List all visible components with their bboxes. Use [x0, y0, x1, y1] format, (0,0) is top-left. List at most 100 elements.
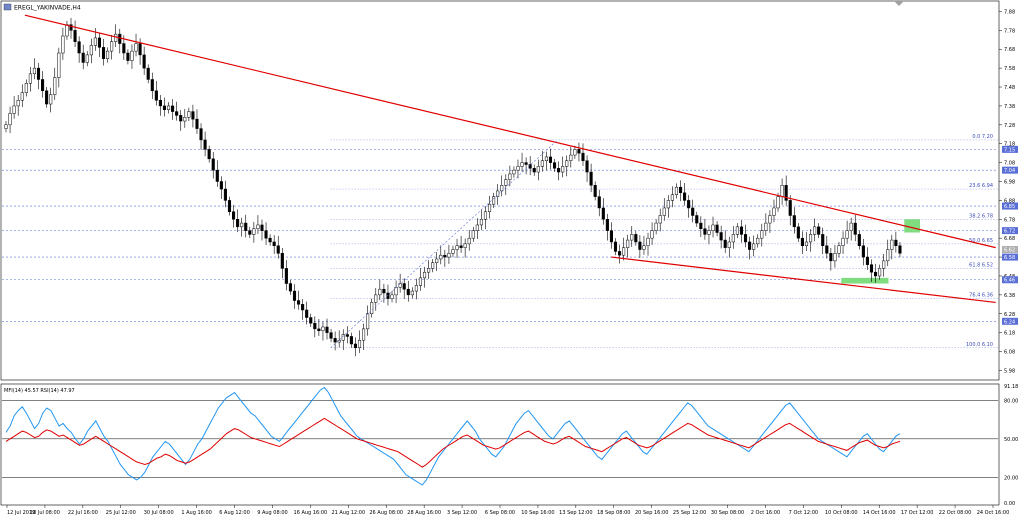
candle-bullish: [630, 234, 634, 241]
price-tag-layer: 7.15 7.04 6.85 6.72 6.626.58 6.46 6.24: [1002, 145, 1018, 325]
candle-bearish: [260, 224, 264, 231]
indicator-y-tick-label: 0.00: [1004, 501, 1015, 507]
y-tick-label: 7.28: [1004, 123, 1015, 129]
candle-bullish: [463, 243, 467, 248]
candle-bullish: [650, 230, 654, 239]
candle-bearish: [41, 79, 45, 92]
candle-bullish: [878, 268, 882, 277]
candle-bullish: [833, 253, 837, 262]
candle-bullish: [666, 200, 670, 209]
price-tag-bg: [1002, 253, 1018, 261]
candle-bullish: [841, 237, 845, 246]
x-tick-label: 16 Aug 16:00: [294, 510, 328, 516]
candle-bullish: [752, 243, 756, 250]
candle-bullish: [240, 222, 244, 228]
candle-bearish: [284, 268, 288, 284]
candle-bearish: [869, 264, 874, 273]
candle-bullish: [727, 241, 731, 248]
candle-bearish: [146, 67, 150, 80]
chart-shift-marker[interactable]: [894, 1, 904, 6]
candle-bullish: [711, 224, 715, 231]
indicator-levels: [2, 400, 998, 478]
fibonacci-level-label: 0.0 7.20: [972, 134, 993, 140]
candle-bullish: [435, 258, 439, 263]
candle-bearish: [829, 253, 833, 262]
rsi-line: [5, 417, 901, 468]
candle-bearish: [268, 237, 272, 243]
candle-bullish: [89, 45, 93, 56]
candle-bearish: [695, 215, 699, 224]
x-tick-label: 25 Jul 12:00: [106, 510, 136, 516]
candle-bearish: [800, 237, 804, 246]
candle-bullish: [394, 287, 398, 296]
x-tick-label: 30 Jul 08:00: [144, 510, 174, 516]
candle-bullish: [4, 124, 8, 129]
price-tag-label: 6.46: [1004, 278, 1015, 284]
candle-bullish: [370, 302, 374, 315]
candle-bearish: [874, 271, 878, 277]
price-tag-label: 6.58: [1004, 255, 1015, 261]
candle-bullish: [20, 92, 24, 101]
candle-bearish: [215, 169, 219, 182]
candle-bearish: [618, 251, 622, 256]
price-tag-label: 7.04: [1004, 168, 1015, 174]
candle-bullish: [565, 160, 569, 167]
candle-bearish: [317, 328, 321, 332]
candle-bullish: [849, 222, 853, 231]
candle-bullish: [337, 339, 341, 343]
y-tick-label: 6.98: [1004, 179, 1015, 185]
chart-symbol-label: EREGL_YAKINVADE,H4: [14, 5, 81, 12]
candle-bullish: [544, 156, 548, 161]
candle-bullish: [422, 271, 427, 279]
candle-bullish: [451, 249, 455, 254]
price-tag-bg: [1002, 202, 1018, 210]
candle-bearish: [821, 234, 825, 246]
indicator-axis: 91.18 80.00 50.00 20.00 0.00: [1004, 384, 1018, 507]
y-tick-label: 7.08: [1004, 161, 1015, 167]
candle-bearish: [101, 47, 106, 59]
candle-bearish: [36, 67, 41, 80]
candle-bullish: [431, 262, 435, 269]
y-tick-label: 6.28: [1004, 312, 1015, 318]
candle-bullish: [646, 237, 650, 246]
candle-bearish: [687, 200, 691, 209]
candle-bearish: [739, 226, 744, 235]
price-tag-label: 6.24: [1004, 319, 1015, 325]
candle-bullish: [252, 228, 256, 235]
candle-bullish: [662, 207, 666, 216]
candle-bullish: [414, 285, 418, 292]
price-tag-bg: [1002, 227, 1018, 235]
candle-bullish: [85, 54, 89, 63]
candle-bullish: [516, 166, 520, 171]
candle-bullish: [410, 290, 414, 296]
candle-bearish: [613, 241, 618, 252]
candle-bearish: [77, 41, 81, 54]
candle-bearish: [248, 230, 252, 235]
candle-bullish: [65, 24, 69, 37]
y-tick-label: 7.58: [1004, 66, 1015, 72]
candle-bearish: [553, 162, 557, 169]
candle-bullish: [674, 186, 679, 195]
candle-bearish: [171, 105, 175, 112]
mfi-line: [5, 386, 901, 486]
y-tick-label: 7.68: [1004, 47, 1015, 53]
candle-bullish: [654, 222, 658, 231]
candle-bearish: [699, 222, 703, 229]
candle-bullish: [106, 50, 110, 59]
candle-bearish: [325, 326, 329, 333]
candle-bearish: [593, 185, 597, 197]
chart-window-icon: [3, 3, 12, 11]
indicator-y-tick-label: 20.00: [1004, 475, 1018, 481]
candle-bearish: [589, 171, 593, 186]
x-tick-label: 22 Jul 16:00: [68, 510, 98, 516]
candle-bearish: [796, 226, 800, 239]
candle-bullish: [479, 219, 483, 226]
candle-bullish: [28, 73, 32, 84]
candle-bullish: [357, 339, 362, 349]
candle-bullish: [504, 179, 508, 186]
candle-bullish: [49, 94, 53, 105]
candle-bearish: [45, 90, 49, 105]
candle-bullish: [642, 245, 646, 250]
y-tick-label: 6.38: [1004, 293, 1015, 299]
